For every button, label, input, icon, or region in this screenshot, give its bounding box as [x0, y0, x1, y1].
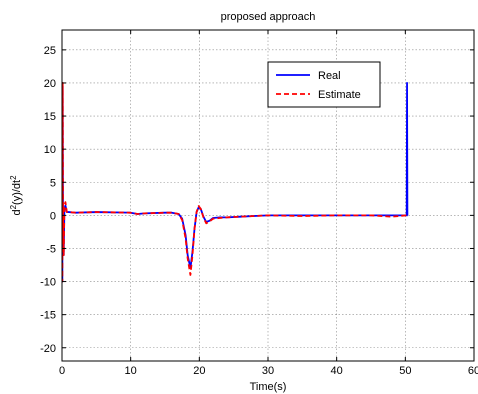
legend-box [267, 61, 381, 108]
y-axis-label-sup2: 2 [9, 175, 18, 180]
y-tick-label: 0 [50, 210, 56, 222]
x-tick-label: 0 [59, 365, 65, 377]
series-layer [62, 82, 409, 283]
x-tick-label: 50 [399, 365, 411, 377]
y-tick-label: -20 [40, 343, 56, 355]
y-tick-label: -15 [40, 310, 56, 322]
y-tick-label: 20 [44, 78, 56, 90]
y-axis-label-base: d [11, 209, 23, 215]
chart-title: proposed approach [221, 11, 316, 23]
x-tick-label: 40 [331, 365, 343, 377]
x-tick-label: 30 [262, 365, 274, 377]
y-tick-label: -5 [46, 243, 56, 255]
y-axis-label: d2(y)/dt2 [9, 175, 24, 216]
axis-ticks [61, 30, 475, 361]
x-tick-label: 20 [193, 365, 205, 377]
x-tick-label: 60 [468, 365, 478, 377]
x-axis-label: Time(s) [250, 381, 287, 393]
series-line-estimate [62, 82, 407, 283]
y-tick-label: 25 [44, 45, 56, 57]
tick-labels: 0 10 20 30 40 50 60 -20 -15 -10 -5 0 5 10 15 20 25 [40, 45, 478, 377]
y-tick-label: 5 [50, 177, 56, 189]
y-tick-label: -10 [40, 277, 56, 289]
y-axis-label-sup1: 2 [9, 204, 18, 209]
legend-label-estimate: Estimate [318, 89, 361, 101]
y-tick-label: 10 [44, 144, 56, 156]
legend-label-real: Real [318, 70, 341, 82]
y-axis-label-mid: (y)/dt [11, 180, 23, 205]
legend: Real Estimate [267, 61, 381, 108]
y-tick-label: 15 [44, 111, 56, 123]
x-tick-label: 10 [125, 365, 137, 377]
